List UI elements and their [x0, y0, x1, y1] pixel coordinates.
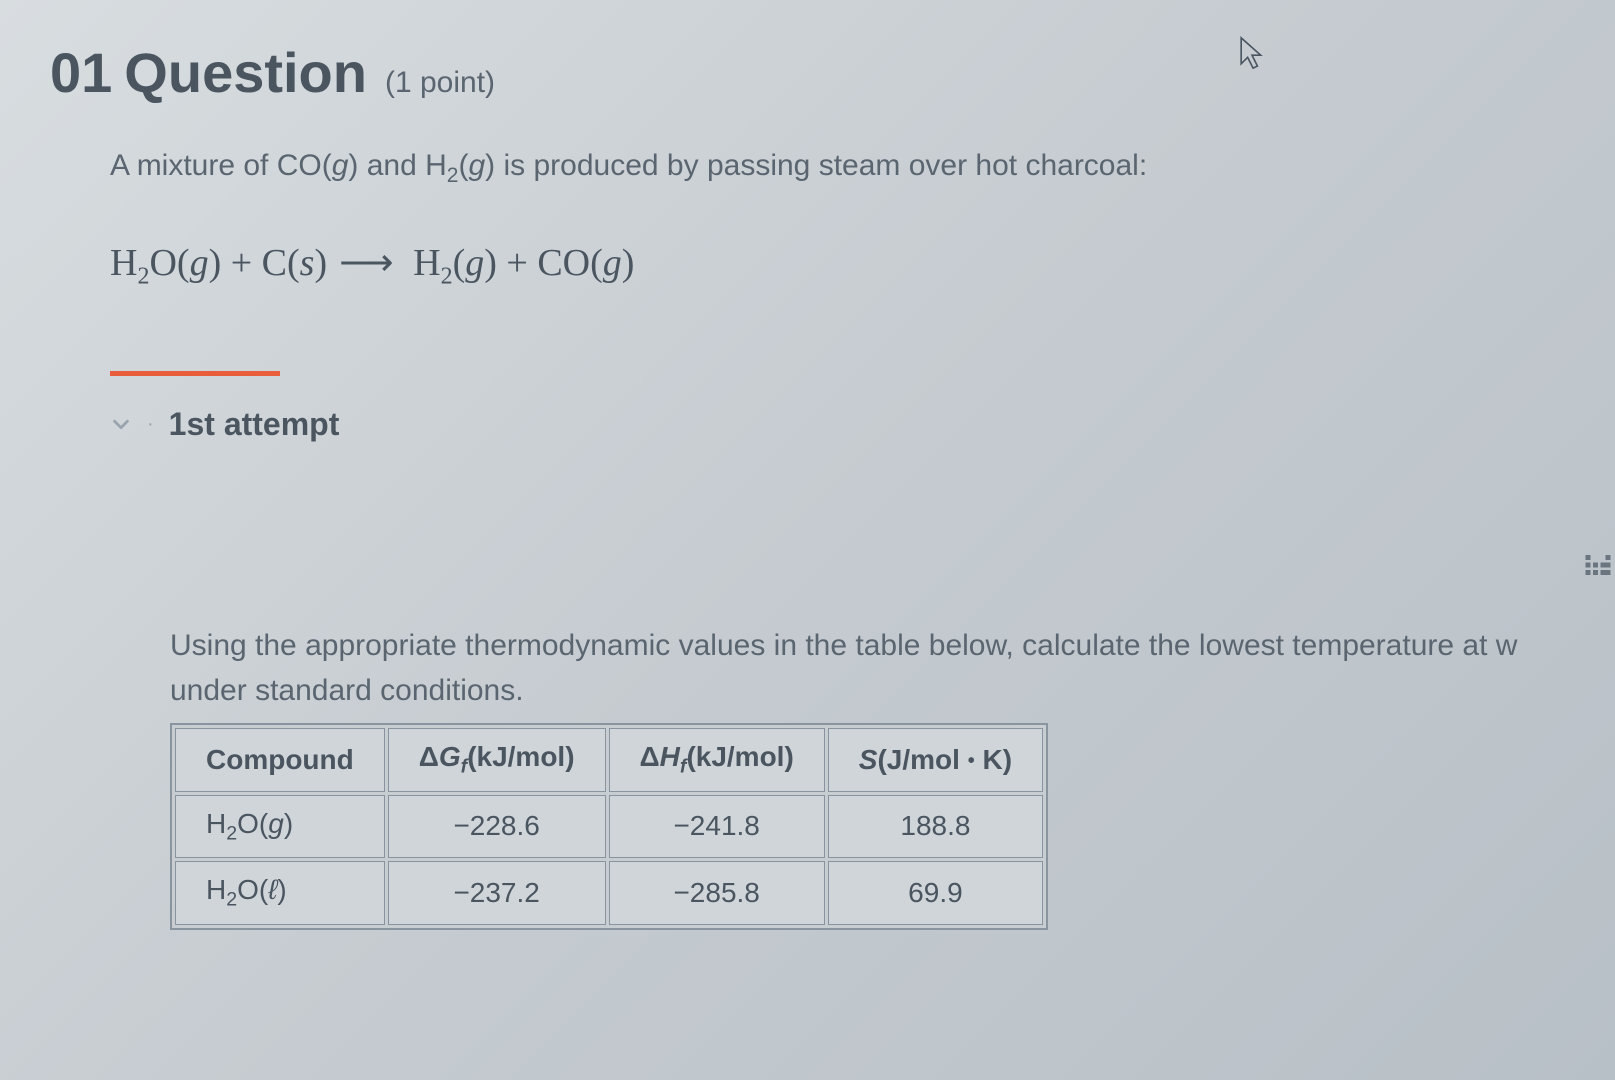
- instruction-text: Using the appropriate thermodynamic valu…: [170, 623, 1565, 713]
- question-number: 01: [50, 40, 112, 105]
- table-row: H2O(ℓ) −237.2 −285.8 69.9: [175, 861, 1043, 925]
- column-entropy: S(J/mol • K): [828, 728, 1043, 792]
- attempt-header[interactable]: · 1st attempt: [110, 406, 1565, 443]
- periodic-table-icon[interactable]: [1583, 550, 1613, 580]
- cell-dg: −237.2: [388, 861, 606, 925]
- cell-s: 69.9: [828, 861, 1043, 925]
- column-compound: Compound: [175, 728, 385, 792]
- reaction-arrow-icon: ⟶: [339, 240, 391, 285]
- column-delta-h: ΔHf(kJ/mol): [609, 728, 825, 792]
- question-header: 01 Question (1 point): [50, 40, 1565, 105]
- cell-dh: −285.8: [609, 861, 825, 925]
- attempt-divider: [110, 371, 280, 376]
- table-row: H2O(g) −228.6 −241.8 188.8: [175, 795, 1043, 859]
- question-title: Question: [124, 40, 367, 105]
- cell-dh: −241.8: [609, 795, 825, 859]
- cell-dg: −228.6: [388, 795, 606, 859]
- cell-s: 188.8: [828, 795, 1043, 859]
- chevron-down-icon: [110, 413, 132, 435]
- chemical-equation: H2O(g) + C(s)⟶ H2(g) + CO(g): [110, 240, 1565, 291]
- column-delta-g: ΔGf(kJ/mol): [388, 728, 606, 792]
- question-points: (1 point): [385, 66, 495, 100]
- attempt-label: 1st attempt: [169, 406, 340, 443]
- thermodynamic-data-table: Compound ΔGf(kJ/mol) ΔHf(kJ/mol) S(J/mol…: [170, 723, 1048, 930]
- attempt-section: · 1st attempt: [110, 406, 1565, 443]
- cell-compound: H2O(ℓ): [175, 861, 385, 925]
- question-prompt: A mixture of CO(g) and H2(g) is produced…: [110, 145, 1565, 190]
- cell-compound: H2O(g): [175, 795, 385, 859]
- table-header-row: Compound ΔGf(kJ/mol) ΔHf(kJ/mol) S(J/mol…: [175, 728, 1043, 792]
- cursor-icon: [1239, 35, 1265, 71]
